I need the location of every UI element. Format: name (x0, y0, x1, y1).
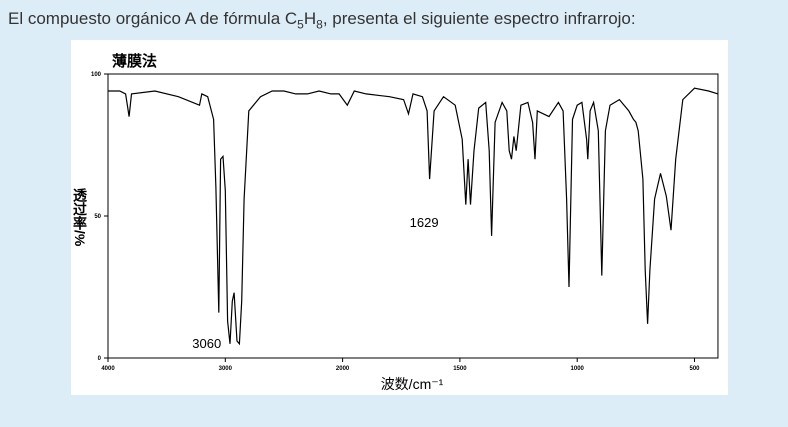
question-text: El compuesto orgánico A de fórmula C (8, 9, 298, 28)
subscript: 5 (297, 17, 304, 32)
chart-panel (71, 40, 728, 395)
x-tick-label: 3000 (219, 366, 233, 372)
question: El compuesto orgánico A de fórmula C5H8,… (8, 9, 636, 31)
question-text: , presenta el siguiente espectro infrarr… (322, 9, 636, 28)
question-text: H (303, 9, 317, 28)
x-tick-label: 1000 (571, 366, 585, 372)
x-tick-label: 500 (689, 366, 700, 372)
spectrum-line (108, 87, 719, 346)
y-axis-label: 透过率/% (72, 188, 88, 247)
subscript: 8 (316, 17, 323, 32)
x-tick-label: 1500 (453, 366, 467, 372)
annotation: 3060 (192, 336, 221, 351)
x-tick-label: 4000 (101, 366, 115, 372)
y-tick-label: 50 (94, 214, 101, 220)
chart-title: 薄膜法 (112, 52, 157, 70)
x-tick-label: 2000 (336, 366, 350, 372)
annotation: 1629 (410, 215, 439, 230)
y-tick-label: 100 (91, 72, 102, 78)
y-tick-label: 0 (98, 356, 102, 362)
x-axis-label: 波数/cm⁻¹ (381, 376, 444, 392)
